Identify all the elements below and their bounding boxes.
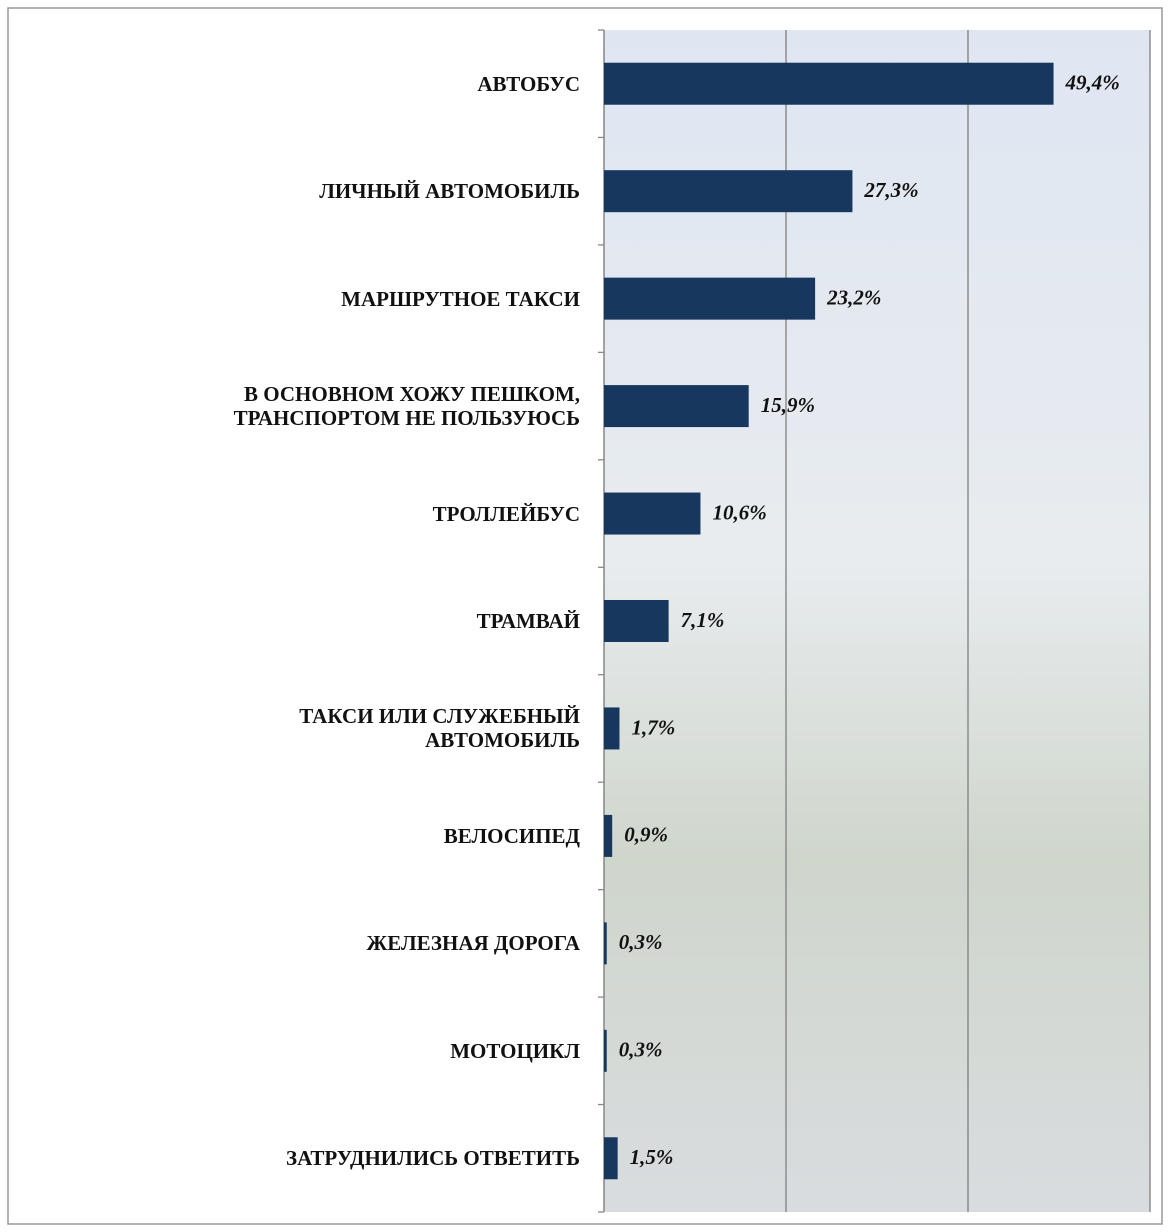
bar: [604, 62, 1054, 105]
value-label: 49,4%: [1065, 71, 1120, 95]
category-label: АВТОБУС: [477, 71, 580, 96]
bar: [604, 277, 816, 320]
value-label: 23,2%: [826, 285, 881, 309]
bar: [604, 600, 669, 642]
category-label: ТРОЛЛЕЙБУС: [432, 501, 580, 526]
value-label: 1,7%: [631, 715, 675, 739]
category-label: ТРАМВАЙ: [476, 609, 580, 633]
value-label: 15,9%: [761, 393, 815, 417]
value-label: 0,9%: [624, 823, 668, 847]
category-label: МАРШРУТНОЕ ТАКСИ: [341, 286, 580, 311]
bar: [604, 170, 853, 213]
bar: [604, 492, 701, 535]
bar: [604, 922, 607, 965]
bar: [604, 1029, 607, 1072]
category-label: ВЕЛОСИПЕД: [443, 823, 580, 848]
value-label: 0,3%: [619, 930, 663, 954]
value-label: 27,3%: [863, 178, 918, 202]
value-label: 1,5%: [630, 1145, 674, 1169]
bar: [604, 814, 613, 857]
category-label: МОТОЦИКЛ: [450, 1038, 580, 1063]
value-label: 0,3%: [619, 1038, 663, 1062]
category-label: ЛИЧНЫЙ АВТОМОБИЛЬ: [319, 179, 580, 204]
bar: [604, 707, 620, 750]
value-label: 10,6%: [712, 500, 766, 524]
bar: [604, 385, 749, 428]
category-label: В ОСНОВНОМ ХОЖУ ПЕШКОМ, ТРАНСПОРТОМ НЕ П…: [233, 382, 580, 431]
bar: [604, 1137, 618, 1180]
category-label: ТАКСИ ИЛИ СЛУЖЕБНЫЙ АВТОМОБИЛЬ: [299, 704, 580, 753]
value-label: 7,1%: [681, 608, 725, 632]
frame: [7, 7, 1163, 1225]
plot-background: [604, 30, 1150, 1212]
category-label: ЖЕЛЕЗНАЯ ДОРОГА: [366, 931, 580, 956]
category-label: ЗАТРУДНИЛИСЬ ОТВЕТИТЬ: [286, 1146, 580, 1171]
